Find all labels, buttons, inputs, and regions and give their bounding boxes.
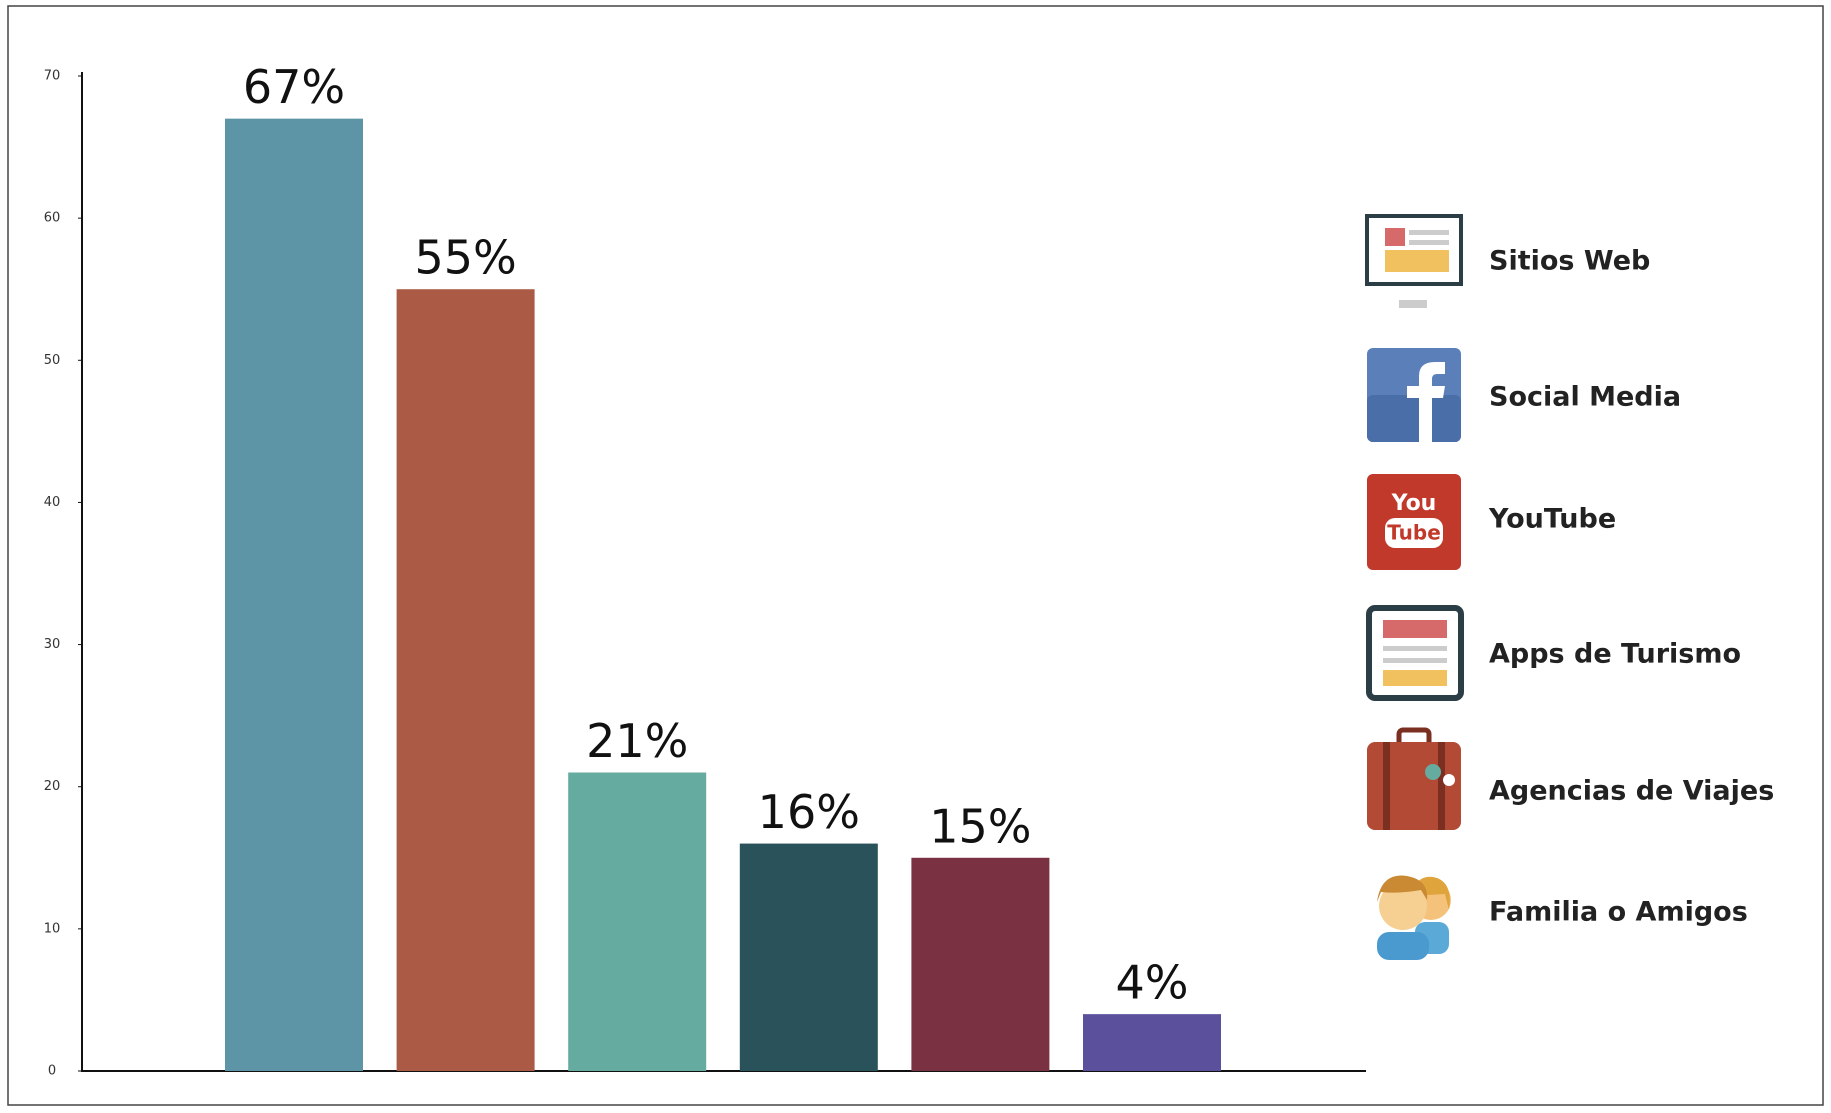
bar [911,857,1050,1071]
bar [739,843,878,1071]
svg-text:You: You [1391,491,1437,516]
bar [396,289,535,1071]
y-tick-label: 0 [48,1064,56,1079]
value-label: 55% [414,231,516,285]
y-tick-label: 20 [44,779,61,794]
svg-text:Tube: Tube [1387,521,1441,545]
value-label: 67% [243,60,345,114]
legend-icons: You Tube [1365,214,1464,960]
legend-label: Apps de Turismo [1489,639,1741,670]
value-label: 16% [758,785,860,839]
value-label: 15% [929,799,1031,853]
bar [225,118,363,1071]
legend-label: Familia o Amigos [1489,897,1748,928]
y-tick-label: 50 [44,353,61,368]
bar [1083,1014,1221,1071]
y-tick-label: 60 [44,211,61,226]
legend-label: YouTube [1488,504,1616,535]
y-tick-label: 40 [44,495,61,510]
legend-label: Sitios Web [1489,246,1650,277]
value-label: 21% [586,714,688,768]
y-tick-label: 10 [44,921,61,936]
legend-label: Social Media [1489,382,1681,413]
bar [568,772,707,1071]
y-tick-label: 30 [44,637,61,652]
value-label: 4% [1116,956,1189,1010]
legend-label: Agencias de Viajes [1489,776,1774,807]
y-tick-label: 70 [44,69,61,84]
